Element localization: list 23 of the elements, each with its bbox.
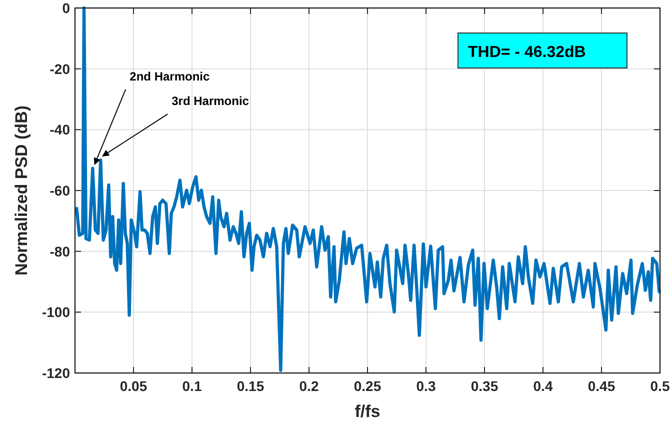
x-axis-title: f/fs [354, 402, 380, 421]
line-series [75, 6, 661, 372]
annotation: 2nd Harmonic [130, 69, 210, 84]
x-tick-label: 0.25 [354, 378, 382, 394]
x-tick-label: 0.2 [299, 378, 319, 394]
annotation: THD= - 46.32dB [468, 44, 586, 61]
y-axis-title: Normalized PSD (dB) [12, 105, 31, 276]
x-tick-label: 0.5 [650, 378, 670, 394]
y-tick-label: -40 [50, 122, 70, 138]
y-tick-label: -20 [50, 60, 70, 77]
x-tick-label: 0.4 [533, 378, 553, 394]
annotation: 3rd Harmonic [172, 94, 250, 108]
y-tick-label: -120 [42, 365, 70, 381]
x-tick-label: 0.05 [120, 378, 148, 394]
x-tick-label: 0.3 [416, 378, 436, 394]
x-tick-label: 0.45 [588, 378, 616, 394]
x-tick-label: 0.1 [182, 378, 202, 394]
x-tick-label: 0.15 [236, 378, 264, 394]
y-tick-label: 0 [62, 0, 70, 16]
y-tick-label: -80 [50, 243, 70, 260]
y-tick-label: -60 [50, 182, 70, 198]
x-tick-label: 0.35 [470, 378, 498, 394]
y-tick-label: -100 [42, 304, 70, 320]
